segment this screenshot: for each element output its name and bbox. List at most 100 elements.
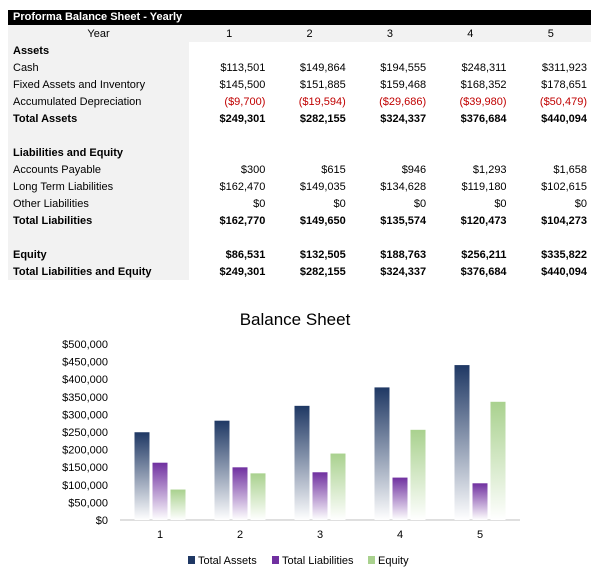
value-cell: $300 [240,163,266,176]
value-cell: $311,923 [541,61,587,74]
value-cell: $0 [574,197,587,210]
value-cell: $0 [333,197,346,210]
value-cell [511,127,591,144]
row-label: Accumulated Depreciation [8,93,189,110]
y-tick-label: $450,000 [62,357,108,369]
bar-liabilities [152,462,168,520]
value-cell [511,229,591,246]
value-cell: $162,770 [219,214,266,227]
value-cell [350,42,430,59]
value-cell [269,127,349,144]
value-cell: $151,885 [299,78,346,91]
value-cell: $120,473 [460,214,507,227]
value-cell [511,42,591,59]
sheet-grid: Year 1 2 3 4 5 Assets Cash $113,501 $149,86… [8,25,591,280]
value-cell: $946 [401,163,427,176]
value-cell: $282,155 [299,265,346,278]
value-cell [269,42,349,59]
value-cell: ($29,686) [379,95,427,108]
balance-sheet-chart: Balance Sheet $0 $50,000 $100,000 $150,000 $2… [62,310,520,567]
row-label: Cash [8,59,189,76]
value-cell: $256,211 [461,248,507,261]
row-label: Liabilities and Equity [8,144,189,161]
value-cell [269,229,349,246]
bar-liabilities [232,467,248,520]
year-header-cell: 5 [510,25,591,42]
row-label: Other Liabilities [8,195,189,212]
y-tick-label: $250,000 [62,427,108,439]
value-cell: $1,293 [472,163,507,176]
sheet-row: Accumulated Depreciation ($9,700) ($19,594… [8,93,591,110]
value-cell: $168,352 [460,78,507,91]
legend-swatch-equity [368,556,375,564]
legend-label-assets: Total Assets [198,555,257,567]
x-tick-label: 2 [237,529,243,541]
value-cell: $149,864 [299,61,346,74]
value-cell: $149,650 [299,214,346,227]
row-label: Assets [8,42,189,59]
value-cell: $1,658 [553,163,587,176]
bar-liabilities [312,472,328,520]
row-label: Long Term Liabilities [8,178,189,195]
value-cell: $0 [413,197,427,210]
value-cell: $188,763 [380,248,427,261]
bar-assets [374,387,390,520]
x-tick-label: 3 [317,529,323,541]
x-tick-label: 1 [157,529,163,541]
value-cell [350,144,430,161]
bar-liabilities [472,483,488,520]
value-cell [430,127,510,144]
y-tick-label: $350,000 [62,392,108,404]
sheet-row: Long Term Liabilities $162,470 $149,035 $13… [8,178,591,195]
sheet-title: Proforma Balance Sheet - Yearly [8,10,591,25]
value-cell: $149,035 [299,180,346,193]
value-cell: $249,301 [219,265,266,278]
sheet-row: Accounts Payable $300 $615 $946 $1,293 $1,658 [8,161,591,178]
value-cell: $440,094 [541,112,587,125]
sheet-row: Total Liabilities $162,770 $149,650 $135,57… [8,212,591,229]
sheet-row: Equity $86,531 $132,505 $188,763 $256,211 $33… [8,246,591,263]
balance-sheet-table: Proforma Balance Sheet - Yearly Year 1 2… [8,10,591,280]
legend-label-liabilities: Total Liabilities [282,555,354,567]
sheet-row [8,127,591,144]
value-cell: $376,684 [460,265,507,278]
value-cell: $132,505 [299,248,346,261]
value-cell [350,127,430,144]
row-label: Equity [8,246,189,263]
sheet-row: Assets [8,42,591,59]
y-tick-label: $500,000 [62,339,108,351]
value-cell: ($50,479) [539,95,587,108]
x-tick-label: 5 [477,529,483,541]
value-cell: $0 [253,197,266,210]
value-cell [430,229,510,246]
value-cell [430,144,510,161]
value-cell: $194,555 [380,61,427,74]
value-cell: $335,822 [541,248,587,261]
sheet-row: Other Liabilities $0 $0 $0 $0 $0 [8,195,591,212]
legend-label-equity: Equity [378,555,409,567]
x-tick-label: 4 [397,529,403,541]
year-header-label: Year [8,25,189,42]
value-cell [189,229,269,246]
legend-swatch-liabilities [272,556,279,564]
sheet-row: Total Liabilities and Equity $249,301 $282… [8,263,591,280]
bar-assets [134,432,150,520]
bar-assets [214,420,230,520]
value-cell: $324,337 [380,112,427,125]
row-label [8,229,189,246]
year-header-cell: 3 [349,25,431,42]
value-cell: $159,468 [380,78,427,91]
value-cell: $119,180 [461,180,507,193]
y-tick-label: $200,000 [62,445,108,457]
sheet-row: Total Assets $249,301 $282,155 $324,337 $376… [8,110,591,127]
value-cell: $615 [321,163,346,176]
value-cell [189,127,269,144]
bar-assets [454,365,470,520]
value-cell: $145,500 [219,78,266,91]
value-cell: $135,574 [380,214,427,227]
y-tick-label: $150,000 [62,462,108,474]
year-header-row: Year 1 2 3 4 5 [8,25,591,42]
value-cell [189,144,269,161]
value-cell: ($9,700) [224,95,266,108]
value-cell: $113,501 [220,61,266,74]
